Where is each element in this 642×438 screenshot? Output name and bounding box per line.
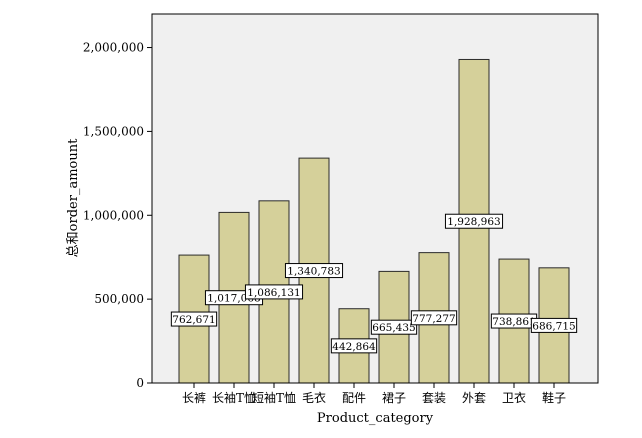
data-label-box [410, 310, 458, 326]
x-tick-label: 卫衣 [502, 390, 526, 405]
y-tick-label: 2,000,000 [83, 41, 144, 55]
x-tick-label: 长袖T恤 [212, 390, 256, 405]
data-label: 1,340,783 [287, 266, 340, 278]
x-tick-label: 配件 [342, 391, 366, 405]
y-ticks-layer: 0 500,000 1,000,000 1,500,000 2,000,000 [83, 41, 152, 390]
data-label-box [330, 338, 378, 354]
data-label: 686,715 [532, 320, 575, 332]
y-axis-title: 总和order_amount [66, 138, 81, 257]
data-label-box [530, 317, 578, 333]
x-tick-label: 短袖T恤 [252, 390, 296, 405]
x-tick-label: 套装 [422, 391, 446, 405]
data-label: 442,864 [332, 341, 376, 353]
x-tick-label: 长裤 [182, 391, 206, 405]
data-label: 738,861 [492, 316, 535, 328]
data-label: 1,928,963 [447, 216, 500, 228]
data-label: 777,277 [412, 313, 455, 325]
x-tick-label: 鞋子 [542, 390, 566, 405]
data-label: 1,086,131 [247, 287, 300, 299]
y-tick-label: 1,500,000 [83, 124, 144, 138]
data-label-box [170, 311, 218, 327]
data-label: 665,435 [372, 322, 415, 334]
data-label-box [444, 213, 504, 229]
y-tick-label: 500,000 [94, 292, 144, 306]
x-tick-label: 毛衣 [302, 390, 326, 405]
x-tick-label: 外套 [462, 391, 486, 405]
y-tick-label: 0 [136, 376, 144, 390]
data-label-box [244, 284, 304, 300]
data-label-box [370, 319, 418, 335]
x-axis-title: Product_category [317, 411, 434, 426]
data-label-box [284, 263, 344, 279]
x-tick-label: 裙子 [382, 391, 406, 405]
data-label: 762,671 [172, 314, 215, 326]
data-labels-layer: 762,6711,017,0681,086,1311,340,783442,86… [170, 213, 578, 354]
y-tick-label: 1,000,000 [83, 208, 144, 222]
